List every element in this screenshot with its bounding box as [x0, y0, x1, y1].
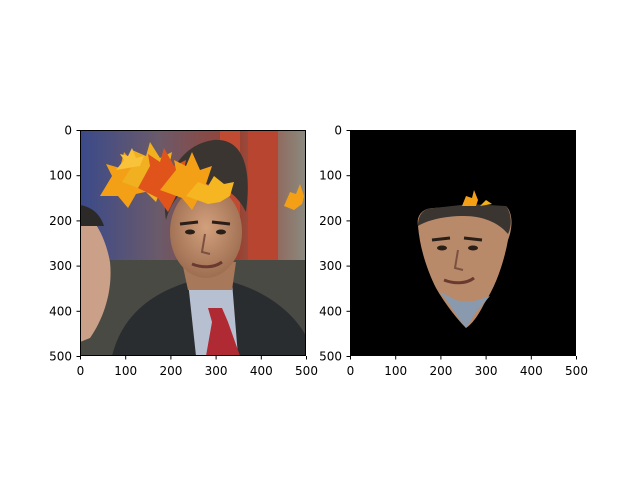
x-tick-label: 200	[159, 364, 182, 378]
y-tick-label: 300	[49, 259, 72, 273]
x-tick-label: 300	[205, 364, 228, 378]
y-tick-label: 200	[49, 214, 72, 228]
x-tick-label: 0	[77, 364, 85, 378]
leaf-overlay	[100, 142, 304, 212]
y-tick-label: 0	[334, 124, 342, 138]
y-tick-label: 500	[319, 350, 342, 364]
y-tick-label: 0	[64, 124, 72, 138]
y-tick-label: 400	[319, 304, 342, 318]
masked-face	[417, 190, 512, 328]
x-tick-label: 200	[429, 364, 452, 378]
y-tick-label: 300	[319, 259, 342, 273]
y-tick-label: 500	[49, 350, 72, 364]
x-tick-label: 500	[565, 364, 588, 378]
x-tick-label: 400	[520, 364, 543, 378]
y-tick-label: 400	[49, 304, 72, 318]
y-tick-label: 100	[49, 169, 72, 183]
x-tick-label: 100	[384, 364, 407, 378]
left-y-ticks: 0 100 200 300 400 500	[49, 124, 80, 364]
x-tick-label: 500	[295, 364, 318, 378]
right-y-ticks: 0 100 200 300 400 500	[319, 124, 350, 364]
left-x-ticks: 0 100 200 300 400 500	[77, 356, 318, 378]
x-tick-label: 100	[114, 364, 137, 378]
x-tick-label: 400	[250, 364, 273, 378]
left-image-panel: 0 100 200 300 400 500 0 100 200 300 400 …	[49, 124, 318, 379]
right-image-panel: 0 100 200 300 400 500 0 100 200 300 400 …	[319, 124, 588, 379]
y-tick-label: 100	[319, 169, 342, 183]
x-tick-label: 0	[347, 364, 355, 378]
x-tick-label: 300	[475, 364, 498, 378]
y-tick-label: 200	[319, 214, 342, 228]
right-x-ticks: 0 100 200 300 400 500	[347, 356, 588, 378]
